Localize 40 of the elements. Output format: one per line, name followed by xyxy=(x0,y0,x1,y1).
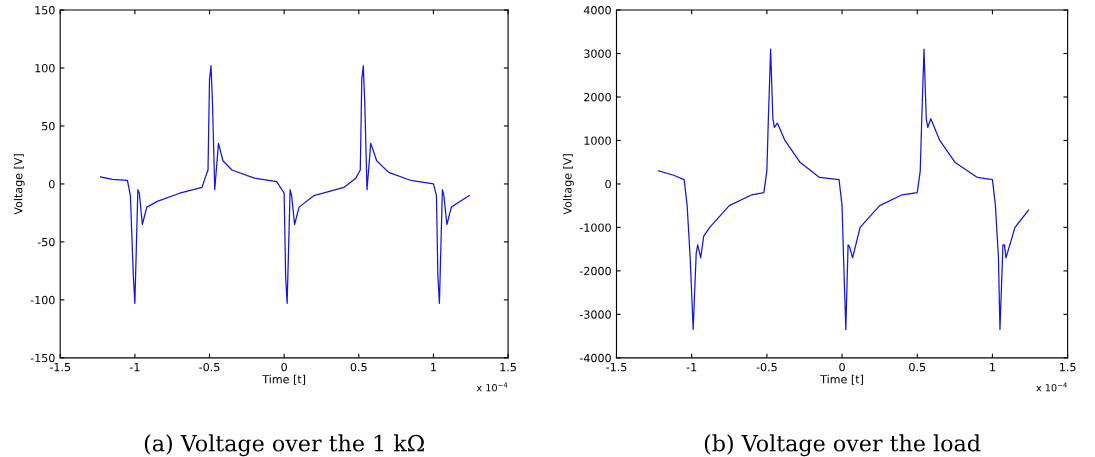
y-tick-label: 150 xyxy=(35,6,55,15)
y-tick-label: 50 xyxy=(42,121,55,131)
y-tick-label: 1000 xyxy=(584,136,611,145)
text: x 10$^{−4}$ xyxy=(476,382,508,392)
text: x 10$^{−4}$ xyxy=(1036,382,1067,392)
y-tick-label: 4000 xyxy=(583,6,611,15)
line-series xyxy=(657,48,1030,331)
x-tick-label: -1.5 xyxy=(49,363,71,372)
x-tick-label: -1 xyxy=(129,363,140,372)
x-tick-label: -1 xyxy=(686,363,697,372)
x-tick-label: -1.5 xyxy=(606,363,627,372)
line-series xyxy=(99,65,470,304)
y-tick-label: -4000 xyxy=(579,353,611,363)
y-axis-title: Voltage [V] xyxy=(563,154,574,215)
x-tick-label: -0.5 xyxy=(199,362,220,372)
x-axis-title: Time [t] xyxy=(820,374,863,385)
y-tick-label: -3000 xyxy=(579,310,611,319)
y-tick-label: -50 xyxy=(37,237,55,247)
x-tick-label: 1 xyxy=(990,363,995,372)
y-tick-label: 2000 xyxy=(584,92,611,102)
x-axis-title: Time [t] xyxy=(262,374,306,385)
x-tick-label: 1.5 xyxy=(1060,363,1076,372)
y-axis-title: Voltage [V] xyxy=(13,154,25,215)
y-tick-label: 100 xyxy=(35,63,55,73)
y-tick-label: 3000 xyxy=(584,49,611,58)
text: (a) Voltage over the 1 kΩ xyxy=(144,434,424,457)
x-tick-label: 1.5 xyxy=(500,363,516,372)
y-tick-label: 0 xyxy=(605,179,611,189)
x-tick-label: -0.5 xyxy=(756,362,777,372)
text: (b) Voltage over the load xyxy=(704,434,981,457)
y-tick-label: -1000 xyxy=(579,223,611,232)
y-tick-label: 0 xyxy=(49,179,55,189)
y-tick-label: -150 xyxy=(30,353,55,363)
y-tick-label: -100 xyxy=(30,295,55,305)
x-tick-label: 0.5 xyxy=(350,362,367,372)
y-tick-label: -2000 xyxy=(579,266,611,276)
x-tick-label: 1 xyxy=(431,363,436,372)
x-tick-label: 0 xyxy=(281,362,287,372)
x-tick-label: 0.5 xyxy=(909,362,926,372)
x-tick-label: 0 xyxy=(839,362,845,372)
